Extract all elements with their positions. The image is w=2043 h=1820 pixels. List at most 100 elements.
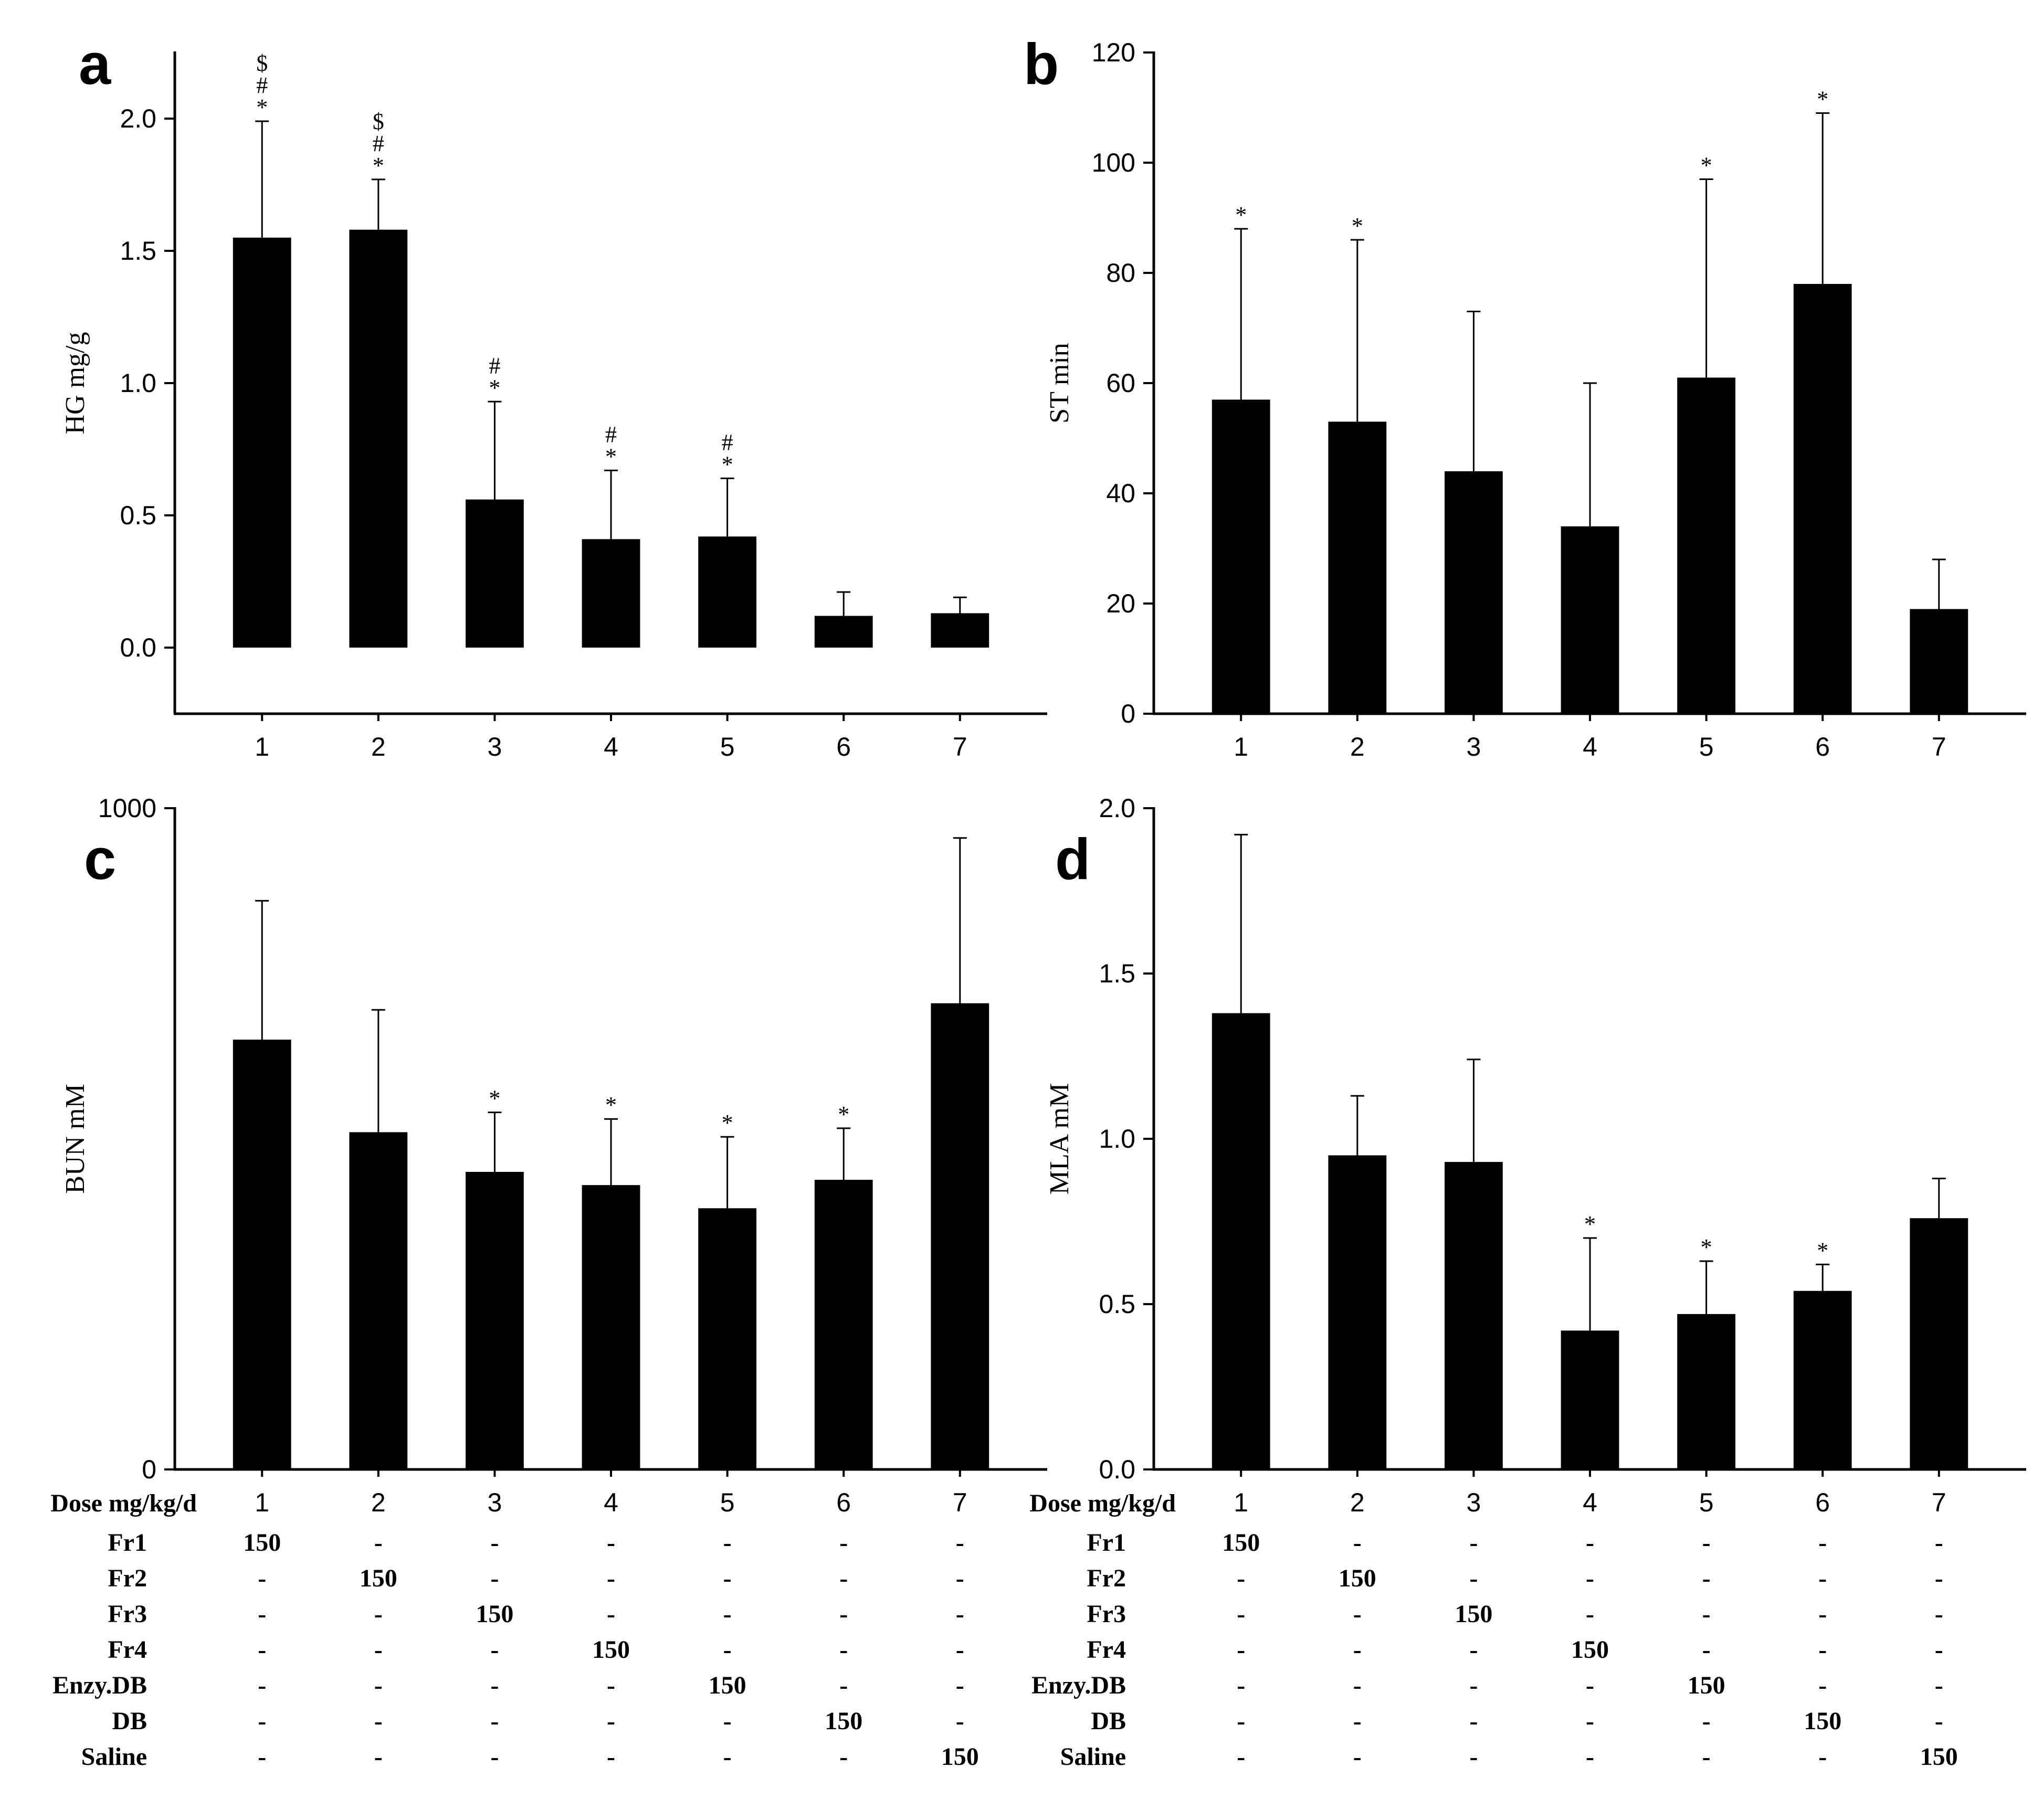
x-tick-label: 2 (1350, 732, 1365, 761)
significance-mark: * (838, 1102, 849, 1127)
dose-cell: - (839, 1600, 848, 1628)
dose-cell: - (1702, 1707, 1711, 1735)
y-axis-title: BUN mM (60, 1084, 90, 1193)
dose-cell: - (1935, 1529, 1943, 1557)
significance-mark: # (373, 131, 384, 156)
dose-cell: - (1237, 1636, 1245, 1664)
dose-cell: - (1702, 1600, 1711, 1628)
dose-row-label: Enzy.DB (52, 1671, 147, 1699)
x-tick-label: 7 (1932, 732, 1946, 761)
significance-mark: # (489, 353, 500, 378)
x-tick-label: 1 (255, 1488, 269, 1517)
y-axis-title: HG mg/g (60, 332, 90, 435)
x-tick-label: 3 (487, 732, 502, 761)
x-tick-label: 2 (371, 732, 386, 761)
dose-cell: - (839, 1671, 848, 1699)
significance-mark: $ (373, 109, 384, 134)
dose-cell: - (1353, 1707, 1362, 1735)
significance-mark: * (1352, 213, 1363, 239)
significance-mark: * (489, 1086, 500, 1112)
dose-table-right: Dose mg/kg/d Fr1 150 - - - - - - Fr2 - 150 - - - - - Fr3 -… (1029, 1489, 1958, 1771)
dose-cell: - (374, 1743, 383, 1771)
significance-mark: * (1817, 1237, 1828, 1263)
y-tick-label: 0.5 (120, 501, 156, 530)
y-tick-label: 0.5 (1099, 1289, 1135, 1319)
dose-cell: - (1469, 1529, 1478, 1557)
x-tick-label: 4 (1583, 732, 1597, 761)
significance-mark: * (1235, 202, 1247, 228)
x-tick-label: 2 (371, 1488, 386, 1517)
dose-cell: - (723, 1707, 732, 1735)
panel-letter: d (1055, 827, 1090, 892)
significance-mark: # (605, 421, 617, 447)
dose-cell: - (1935, 1707, 1943, 1735)
dose-cell: - (1353, 1743, 1362, 1771)
dose-cell: - (607, 1564, 615, 1592)
dose-cell: - (607, 1529, 615, 1557)
dose-cell: - (1586, 1671, 1594, 1699)
dose-cell: - (1353, 1600, 1362, 1628)
dose-cell: - (723, 1564, 732, 1592)
dose-cell: - (1935, 1636, 1943, 1664)
dose-cell: 150 (1455, 1600, 1492, 1628)
dose-row-label: Fr3 (1087, 1600, 1126, 1628)
bar (814, 1180, 873, 1469)
panel-letter: b (1024, 32, 1059, 97)
dose-cell: - (1237, 1743, 1245, 1771)
dose-cell: - (1237, 1564, 1245, 1592)
dose-row-label: Enzy.DB (1031, 1671, 1126, 1699)
dose-cell: - (839, 1564, 848, 1592)
dose-cell: - (1469, 1707, 1478, 1735)
dose-cell: 150 (941, 1743, 979, 1771)
bar (466, 499, 524, 648)
dose-cell: 150 (476, 1600, 513, 1628)
dose-cell: - (607, 1600, 615, 1628)
bar (931, 1003, 989, 1469)
y-tick-label: 1000 (98, 793, 156, 823)
x-tick-label: 5 (1699, 732, 1714, 761)
dose-cell: - (956, 1671, 964, 1699)
dose-cell: - (374, 1529, 383, 1557)
dose-row-label: Saline (81, 1743, 147, 1771)
dose-cell: - (1818, 1564, 1827, 1592)
dose-cell: - (1586, 1564, 1594, 1592)
dose-cell: - (1935, 1564, 1943, 1592)
x-tick-label: 4 (604, 732, 618, 761)
dose-cell: - (956, 1564, 964, 1592)
dose-cell: - (1469, 1743, 1478, 1771)
significance-mark: # (256, 72, 268, 98)
y-tick-label: 20 (1106, 589, 1135, 618)
significance-mark: $ (256, 50, 268, 76)
dose-cell: 150 (592, 1636, 630, 1664)
bar (466, 1172, 524, 1469)
bar (1328, 1155, 1387, 1469)
dose-cell: - (607, 1671, 615, 1699)
dose-row-label: Fr1 (108, 1529, 147, 1557)
bar (1212, 1013, 1270, 1469)
x-tick-label: 5 (720, 1488, 735, 1517)
y-tick-label: 1.0 (1099, 1124, 1135, 1154)
dose-cell: - (1586, 1743, 1594, 1771)
dose-cell: - (1586, 1707, 1594, 1735)
dose-cell: - (374, 1671, 383, 1699)
bar (1677, 1314, 1735, 1469)
y-tick-label: 1.0 (120, 368, 156, 398)
dose-cell: 150 (1339, 1564, 1376, 1592)
x-tick-label: 7 (953, 732, 967, 761)
dose-cell: - (1237, 1600, 1245, 1628)
y-tick-label: 1.5 (120, 236, 156, 266)
dose-row-label: Fr1 (1087, 1529, 1126, 1557)
bar (1910, 1218, 1968, 1469)
dose-cell: - (258, 1743, 266, 1771)
dose-cell: - (258, 1707, 266, 1735)
dose-cell: - (374, 1636, 383, 1664)
x-tick-label: 4 (604, 1488, 618, 1517)
dose-cell: - (723, 1743, 732, 1771)
bar (1445, 471, 1503, 714)
dose-cell: - (607, 1743, 615, 1771)
y-axis-title: ST min (1045, 343, 1075, 424)
significance-mark: * (605, 1092, 617, 1118)
y-tick-label: 0 (142, 1455, 156, 1484)
panel-letter: c (84, 827, 116, 892)
dose-cell: 150 (1688, 1671, 1725, 1699)
